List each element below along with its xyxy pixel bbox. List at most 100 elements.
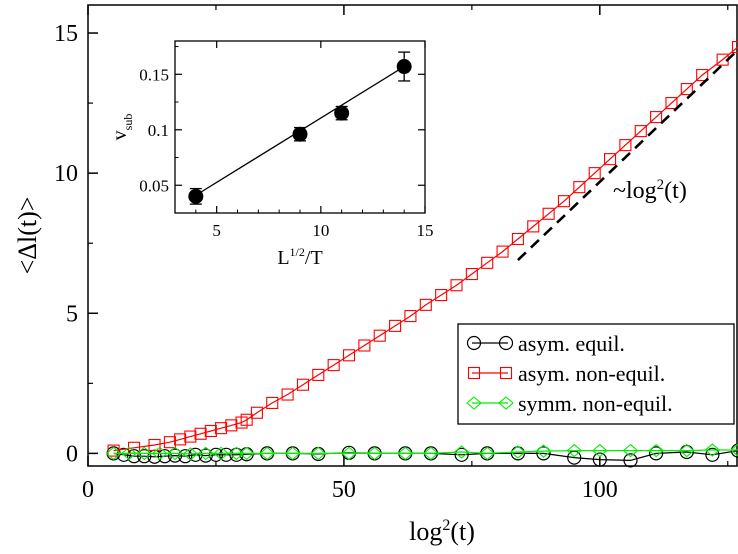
y-tick-label: 0 <box>66 441 78 467</box>
data-point <box>204 424 217 438</box>
data-point <box>225 419 238 432</box>
inset-y-axis-label: vsub <box>109 114 135 141</box>
inset-x-tick-label: 10 <box>312 221 329 240</box>
data-point <box>730 443 738 457</box>
series-line <box>113 46 738 452</box>
data-point <box>215 422 228 435</box>
data-point <box>536 446 551 461</box>
data-point <box>678 443 695 458</box>
inset-data-point <box>292 126 308 142</box>
data-point <box>623 453 638 468</box>
data-point <box>184 430 197 443</box>
data-point <box>435 289 448 302</box>
data-point <box>163 436 176 449</box>
data-point <box>622 443 639 458</box>
inset-y-tick-label: 0.05 <box>139 176 169 195</box>
data-point <box>312 368 325 381</box>
data-point <box>453 445 470 459</box>
inset-y-tick-label: 0.15 <box>139 65 169 84</box>
inset-y-tick-label: 0.1 <box>148 121 169 140</box>
data-point <box>479 446 496 461</box>
data-point <box>342 349 356 362</box>
legend-label: asym. non-equil. <box>518 361 665 386</box>
data-point <box>535 444 552 458</box>
data-point <box>527 220 540 233</box>
data-point <box>107 444 120 457</box>
data-point <box>665 97 678 110</box>
data-point <box>588 167 601 180</box>
data-point <box>496 245 509 258</box>
inset-x-axis-label: L1/2/T <box>277 245 322 269</box>
data-point <box>358 339 371 352</box>
legend-marker <box>499 366 513 380</box>
data-point <box>591 443 608 458</box>
data-point <box>696 69 709 82</box>
data-point <box>731 40 738 54</box>
data-point <box>151 446 168 461</box>
data-point <box>511 232 524 246</box>
x-axis-label: log2(t) <box>409 517 475 546</box>
legend: asym. equil. asym. non-equil. symm. non-eq… <box>457 323 735 425</box>
data-point <box>121 446 137 461</box>
data-point <box>481 256 494 269</box>
data-point <box>229 447 244 462</box>
data-point <box>310 446 327 461</box>
data-point <box>259 446 275 461</box>
y-axis-label: <Δl(t)> <box>13 197 42 275</box>
data-point <box>105 446 122 461</box>
data-point <box>619 139 632 152</box>
data-point <box>566 443 583 458</box>
data-point <box>284 446 301 461</box>
data-point <box>213 446 229 461</box>
data-point <box>281 388 294 401</box>
data-point <box>510 445 526 459</box>
legend-label: symm. non-equil. <box>518 391 673 416</box>
data-point <box>557 195 571 208</box>
data-point <box>240 413 253 426</box>
legend-marker <box>466 335 482 351</box>
data-point <box>198 448 213 463</box>
data-point <box>397 446 414 461</box>
main-series-group <box>105 40 738 468</box>
data-point <box>137 449 152 464</box>
data-point <box>423 446 439 461</box>
data-point <box>680 83 693 96</box>
data-point <box>167 448 183 463</box>
series-line <box>113 449 738 455</box>
data-point <box>136 446 153 461</box>
data-point <box>174 433 187 446</box>
data-point <box>197 446 214 461</box>
data-point <box>188 447 203 462</box>
data-point <box>116 447 131 462</box>
data-point <box>542 207 555 220</box>
data-point <box>465 267 478 281</box>
x-tick-label: 50 <box>332 477 356 503</box>
inset-plot: 5 10 15 0.05 0.1 0.15 L1/2/T vsub <box>109 40 434 269</box>
x-tick-label: 100 <box>582 477 618 503</box>
data-point <box>366 446 383 461</box>
x-tick-label: 0 <box>82 477 94 503</box>
data-point <box>228 446 245 461</box>
data-point <box>704 443 721 457</box>
legend-marker <box>467 366 481 380</box>
main-plot: 0 50 100 0 5 10 15 log2(t) <Δl(t)> <box>13 4 738 546</box>
data-point <box>296 378 310 391</box>
reference-line <box>517 48 738 261</box>
data-point <box>419 298 432 311</box>
inset-x-tick-label: 5 <box>212 221 221 240</box>
data-point <box>327 359 340 372</box>
data-point <box>650 111 663 124</box>
data-point <box>648 443 664 458</box>
y-tick-label: 15 <box>54 21 78 47</box>
data-point <box>603 153 617 166</box>
data-point <box>573 181 586 194</box>
data-point <box>219 447 234 462</box>
reference-line-label: ~log2(t) <box>613 177 687 204</box>
data-point <box>238 446 255 461</box>
legend-marker <box>466 396 482 410</box>
data-point <box>266 396 279 409</box>
data-point <box>208 447 224 462</box>
data-point <box>373 329 386 342</box>
data-point <box>404 310 417 323</box>
